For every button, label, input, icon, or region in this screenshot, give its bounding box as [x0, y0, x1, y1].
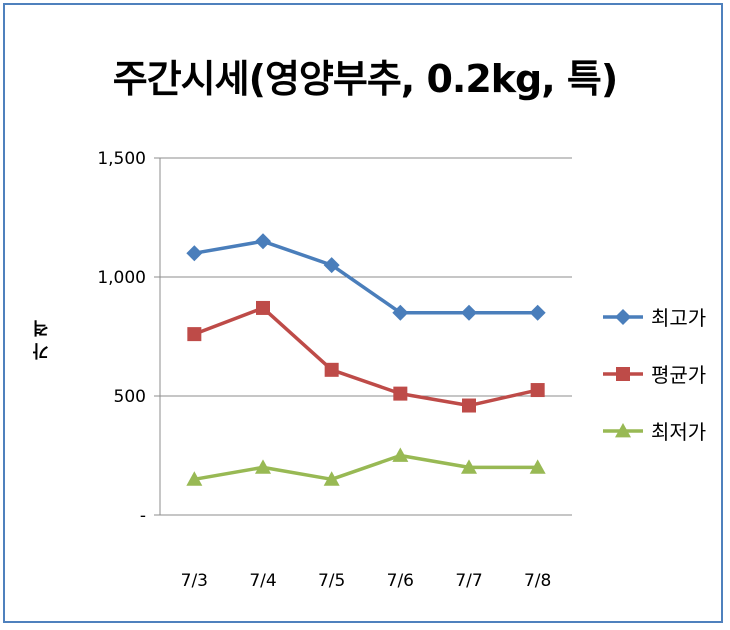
data-point — [461, 459, 477, 474]
data-point — [462, 398, 476, 413]
series-최고가 — [186, 233, 546, 321]
data-point — [461, 304, 477, 321]
x-tick-label: 7/7 — [455, 571, 482, 591]
data-point — [392, 447, 409, 462]
legend-marker — [615, 423, 631, 438]
data-point — [530, 383, 545, 398]
data-point — [529, 459, 546, 474]
legend-item: 최저가 — [603, 420, 706, 444]
y-tick-label: 1,500 — [97, 149, 146, 169]
data-point — [186, 245, 203, 262]
series-최저가 — [186, 447, 546, 486]
legend-marker — [615, 309, 631, 325]
series-평균가 — [187, 300, 545, 413]
legend-item: 최고가 — [603, 306, 706, 330]
data-point — [255, 459, 271, 474]
chart-title: 주간시세(영양부추, 0.2kg, 특) — [112, 57, 619, 101]
data-point — [393, 386, 408, 401]
data-point — [529, 304, 546, 321]
data-point — [187, 327, 202, 342]
series-lines — [186, 233, 546, 486]
data-point — [324, 362, 339, 377]
y-tick-label: - — [140, 506, 146, 526]
legend-label: 최저가 — [651, 420, 706, 444]
axes — [154, 157, 572, 516]
data-point — [323, 471, 340, 486]
x-tick-label: 7/6 — [387, 571, 414, 591]
gridlines — [160, 157, 572, 397]
x-tick-label: 7/8 — [524, 571, 551, 591]
x-tick-label: 7/5 — [318, 571, 345, 591]
data-point — [256, 300, 270, 315]
legend-label: 평균가 — [651, 363, 706, 387]
legend-marker — [616, 367, 630, 381]
legend-item: 평균가 — [603, 363, 706, 387]
y-tick-label: 1,000 — [97, 268, 146, 288]
data-point — [392, 304, 409, 321]
series-line — [194, 239, 538, 315]
x-tick-label: 7/4 — [249, 571, 276, 591]
data-point — [255, 233, 271, 250]
x-tick-labels: 7/3 7/4 7/5 7/6 7/7 7/8 — [181, 571, 552, 591]
y-tick-label: 500 — [114, 387, 146, 407]
series-line — [193, 306, 539, 408]
legend-label: 최고가 — [651, 306, 706, 330]
y-tick-labels: - 500 1,000 1,500 — [97, 149, 146, 526]
x-tick-label: 7/3 — [181, 571, 208, 591]
series-line — [194, 453, 538, 482]
data-point — [323, 257, 340, 274]
chart-frame — [3, 3, 723, 623]
data-point — [186, 471, 203, 486]
